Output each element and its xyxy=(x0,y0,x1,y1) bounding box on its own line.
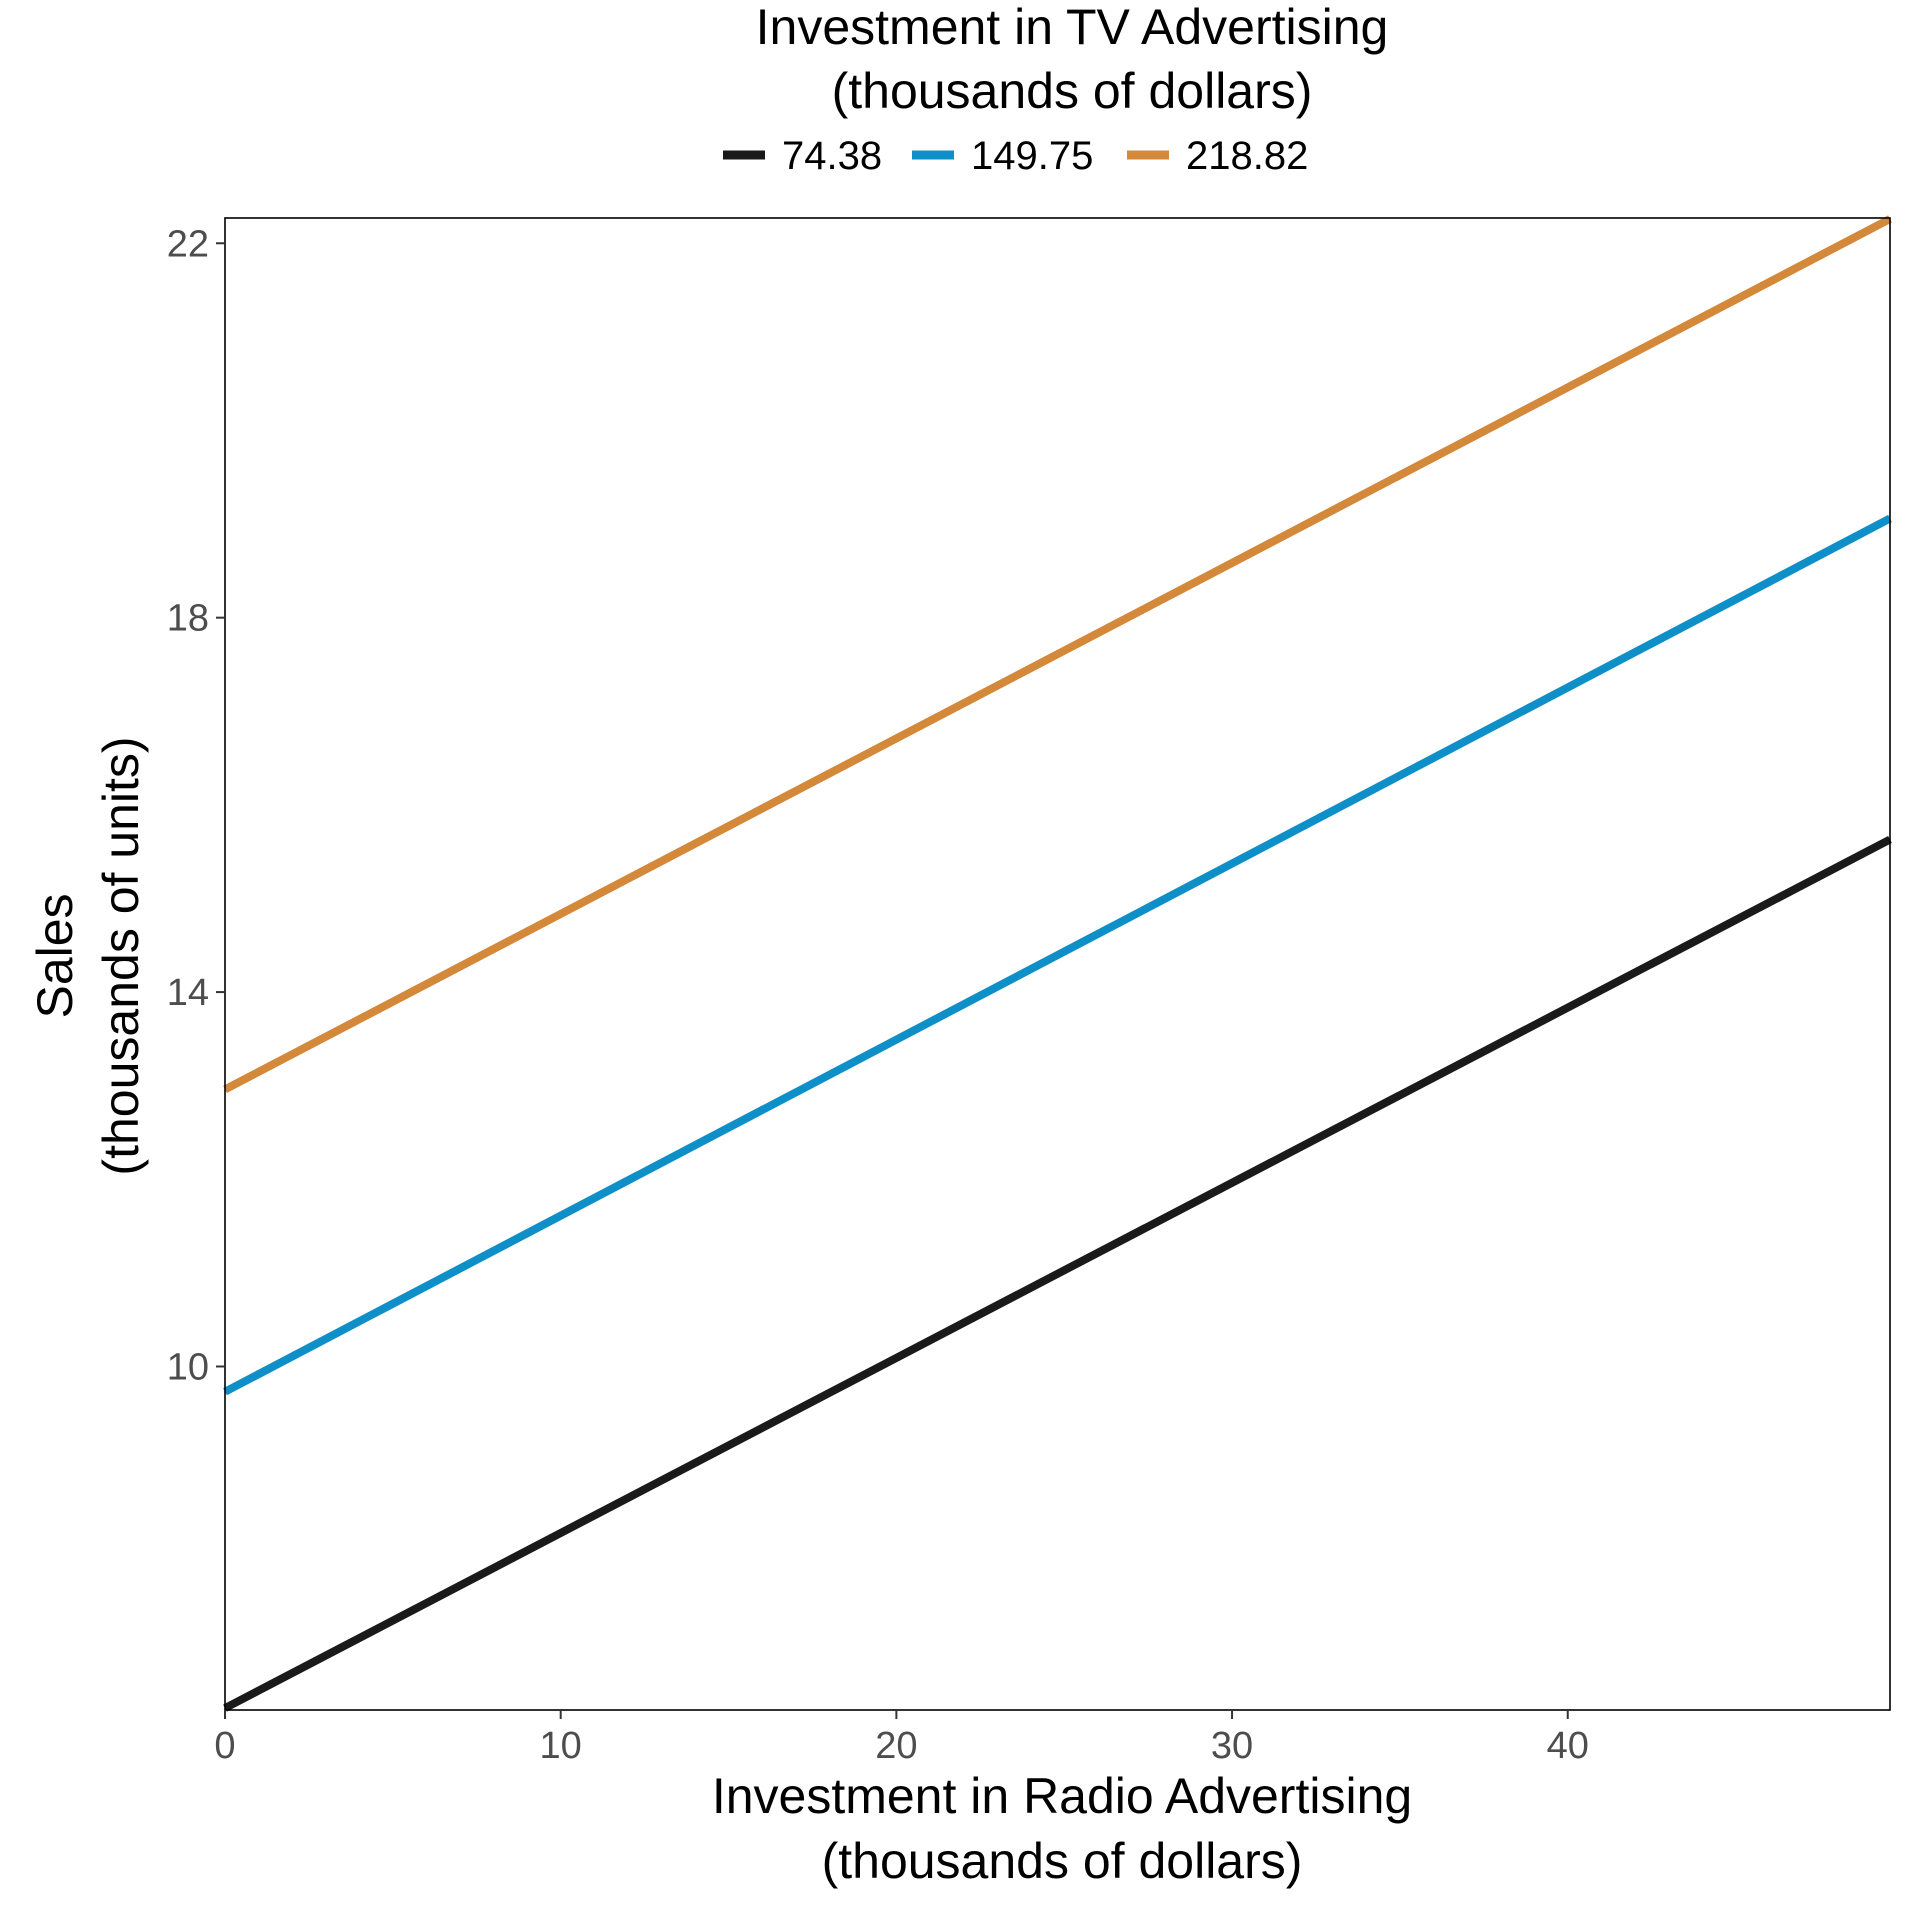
y-tick-label-3: 22 xyxy=(167,223,209,265)
legend-label-2: 218.82 xyxy=(1186,134,1308,178)
series-layer xyxy=(223,215,1892,1712)
x-tick-label-4: 40 xyxy=(1547,1725,1589,1767)
y-axis-title-line-2: (thousands of units) xyxy=(93,736,149,1175)
series-line-1 xyxy=(223,514,1892,1396)
y-axis-title: Sales (thousands of units) xyxy=(27,736,149,1175)
panel-border xyxy=(224,217,1891,1711)
y-tick-label-0: 10 xyxy=(167,1346,209,1388)
x-tick-label-1: 10 xyxy=(540,1725,582,1767)
legend-label-1: 149.75 xyxy=(971,134,1093,178)
y-tick-label-2: 18 xyxy=(167,598,209,640)
legend-items: 74.38 149.75 218.82 xyxy=(723,134,1308,178)
plot-panel xyxy=(223,215,1892,1712)
panel-background xyxy=(225,218,1890,1710)
x-tick-label-0: 0 xyxy=(214,1725,235,1767)
x-axis: 0 10 20 30 40 xyxy=(214,1710,1589,1767)
x-tick-label-2: 20 xyxy=(875,1725,917,1767)
series-line-2 xyxy=(223,215,1892,1093)
x-tick-label-3: 30 xyxy=(1211,1725,1253,1767)
legend-title-line-1: Investment in TV Advertising xyxy=(756,0,1389,55)
legend: Investment in TV Advertising (thousands … xyxy=(723,0,1388,178)
x-axis-title-line-1: Investment in Radio Advertising xyxy=(712,1768,1412,1824)
legend-title-line-2: (thousands of dollars) xyxy=(832,63,1313,119)
x-axis-title-line-2: (thousands of dollars) xyxy=(822,1833,1303,1889)
y-axis-title-line-1: Sales xyxy=(27,893,83,1018)
y-axis: 10 14 18 22 xyxy=(167,223,225,1388)
y-tick-label-1: 14 xyxy=(167,972,209,1014)
legend-label-0: 74.38 xyxy=(782,134,882,178)
series-line-0 xyxy=(223,835,1892,1712)
